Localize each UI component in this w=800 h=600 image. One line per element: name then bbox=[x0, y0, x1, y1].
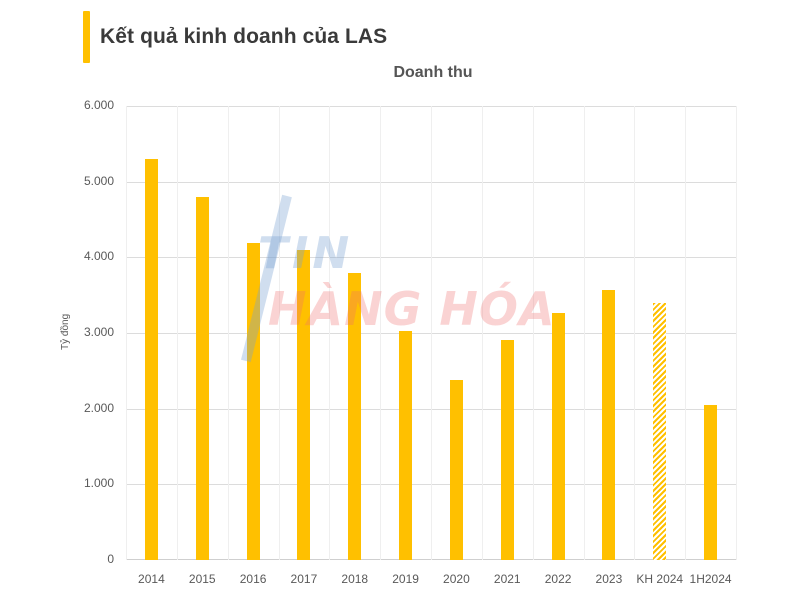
y-tick-label: 1.000 bbox=[83, 476, 114, 491]
x-tick-label: KH 2024 bbox=[636, 572, 684, 586]
chart-title: Doanh thu bbox=[393, 64, 473, 81]
bar-2015 bbox=[195, 196, 209, 560]
vertical-gridline bbox=[481, 106, 483, 560]
x-tick-label: 2019 bbox=[392, 572, 419, 586]
x-tick-label: 2020 bbox=[443, 572, 470, 586]
page-title: Kết quả kinh doanh của LAS bbox=[100, 25, 388, 48]
vertical-gridline bbox=[329, 106, 331, 560]
vertical-gridline bbox=[583, 106, 585, 560]
y-tick-label: 0 bbox=[107, 552, 114, 566]
y-tick-label: 4.000 bbox=[83, 249, 114, 264]
bar-2023 bbox=[602, 289, 616, 560]
bar-2019 bbox=[399, 330, 413, 560]
bar-kh-2024 bbox=[653, 302, 667, 560]
bar-2022 bbox=[551, 313, 565, 560]
vertical-gridline bbox=[278, 106, 280, 560]
x-tick-label: 2016 bbox=[239, 572, 267, 586]
bar-2018 bbox=[348, 273, 362, 560]
vertical-gridline bbox=[380, 106, 382, 560]
x-tick-label: 2017 bbox=[290, 572, 318, 586]
y-tick-label: 6.000 bbox=[83, 98, 114, 112]
y-tick-label: 5.000 bbox=[83, 173, 114, 188]
y-tick-label: 2.000 bbox=[83, 400, 114, 415]
vertical-gridline bbox=[227, 106, 229, 560]
bar-1h2024 bbox=[704, 404, 718, 560]
bar-2017 bbox=[297, 249, 311, 560]
heading-accent-bar bbox=[83, 11, 90, 63]
vertical-gridline bbox=[685, 106, 687, 560]
x-tick-label: 2014 bbox=[138, 572, 165, 586]
x-tick-label: 2022 bbox=[544, 572, 572, 586]
x-tick-label: 2023 bbox=[595, 572, 623, 586]
vertical-gridline bbox=[126, 106, 127, 560]
vertical-gridline bbox=[634, 106, 636, 560]
x-tick-label: 1H2024 bbox=[689, 572, 732, 586]
page-heading: Kết quả kinh doanh của LAS bbox=[83, 11, 387, 63]
plot-area bbox=[126, 106, 737, 560]
vertical-gridline bbox=[532, 106, 534, 560]
bar-2020 bbox=[449, 379, 463, 560]
x-tick-label: 2015 bbox=[188, 572, 216, 586]
y-tick-label: 3.000 bbox=[83, 325, 114, 339]
x-tick-label: 2021 bbox=[493, 572, 521, 586]
vertical-gridline bbox=[736, 106, 737, 560]
vertical-gridline bbox=[176, 106, 178, 560]
bar-2014 bbox=[144, 158, 158, 560]
x-tick-label: 2018 bbox=[341, 572, 369, 586]
vertical-gridline bbox=[431, 106, 432, 560]
bar-2021 bbox=[500, 339, 514, 560]
bar-2016 bbox=[246, 242, 260, 560]
